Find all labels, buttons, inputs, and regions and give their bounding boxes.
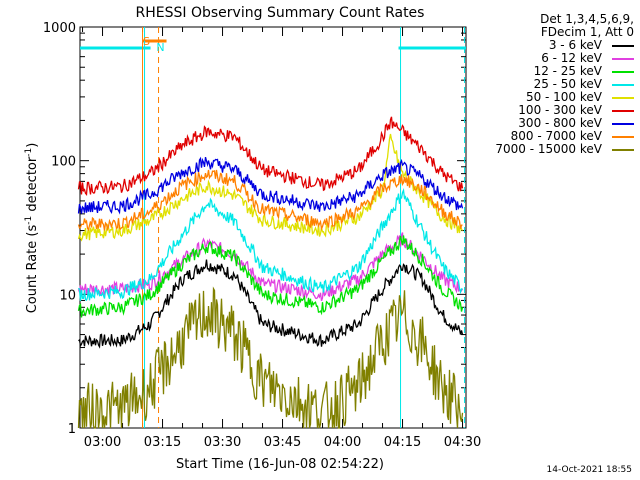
y-tick-label: 1 (68, 422, 76, 437)
series-line-3-6-kev (78, 259, 464, 349)
x-axis-label: Start Time (16-Jun-08 02:54:22) (176, 457, 384, 472)
legend-swatch (612, 149, 634, 151)
legend-entry: 6 - 12 keV (464, 52, 634, 65)
legend-label: 25 - 50 keV (533, 77, 602, 91)
series-line-50-100-kev (77, 133, 464, 242)
chart-title: RHESSI Observing Summary Count Rates (136, 5, 425, 21)
plot-area: 1 10 100 1000 03:00 03:15 03:30 03:45 04:00 04:15… (43, 21, 481, 450)
legend-entry: 12 - 25 keV (464, 65, 634, 78)
legend-header-line-1: Det 1,3,4,5,6,9, (540, 12, 634, 26)
y-tick-label: 10 (59, 288, 76, 303)
legend-swatch (612, 58, 634, 60)
legend-entry: 7000 - 15000 keV (464, 143, 634, 156)
x-tick-label: 03:30 (204, 435, 241, 450)
legend-label: 50 - 100 keV (525, 90, 602, 104)
legend-label: 7000 - 15000 keV (495, 142, 602, 156)
legend-entry: 300 - 800 keV (464, 117, 634, 130)
legend-entry: 25 - 50 keV (464, 78, 634, 91)
y-axis-label: Count Rate (s-1 detector-1) (24, 143, 40, 314)
legend-entry: 50 - 100 keV (464, 91, 634, 104)
legend-swatch (612, 97, 634, 99)
series-line-25-50-kev (77, 188, 463, 301)
legend-label: 6 - 12 keV (541, 51, 602, 65)
legend-label: 300 - 800 keV (518, 116, 602, 130)
x-tick-label: 04:30 (444, 435, 481, 450)
series-line-100-300-kev (77, 116, 464, 196)
y-tick-label: 100 (51, 155, 76, 170)
legend-swatch (612, 84, 634, 86)
legend-entry: 100 - 300 keV (464, 104, 634, 117)
legend-swatch (612, 71, 634, 73)
timestamp: 14-Oct-2021 18:55 (546, 465, 632, 475)
saa-flag-label: S (143, 35, 150, 48)
night-flag-label: N (156, 41, 164, 54)
series-line-12-25-kev (77, 235, 464, 318)
legend-label: 100 - 300 keV (518, 103, 602, 117)
legend-swatch (612, 45, 634, 47)
series-line-800-7000-kev (77, 169, 463, 232)
legend-label: 3 - 6 keV (548, 38, 602, 52)
x-tick-label: 04:00 (324, 435, 361, 450)
x-tick-label: 03:00 (84, 435, 121, 450)
y-tick-label: 1000 (43, 21, 76, 36)
x-tick-label: 04:15 (384, 435, 421, 450)
legend-label: 800 - 7000 keV (510, 129, 602, 143)
legend-entry: 3 - 6 keV (464, 39, 634, 52)
legend: Det 1,3,4,5,6,9, FDecim 1, Att 0 3 - 6 k… (464, 13, 634, 156)
legend-label: 12 - 25 keV (533, 64, 602, 78)
x-tick-label: 03:45 (264, 435, 301, 450)
legend-swatch (612, 136, 634, 138)
legend-swatch (612, 123, 634, 125)
legend-entry: 800 - 7000 keV (464, 130, 634, 143)
legend-header-line-2: FDecim 1, Att 0 (540, 25, 634, 39)
plot-frame (79, 26, 467, 429)
x-tick-label: 03:15 (144, 435, 181, 450)
legend-swatch (612, 110, 634, 112)
series-line-300-800-kev (77, 156, 464, 215)
series-line-7000-15000-kev (77, 286, 464, 429)
